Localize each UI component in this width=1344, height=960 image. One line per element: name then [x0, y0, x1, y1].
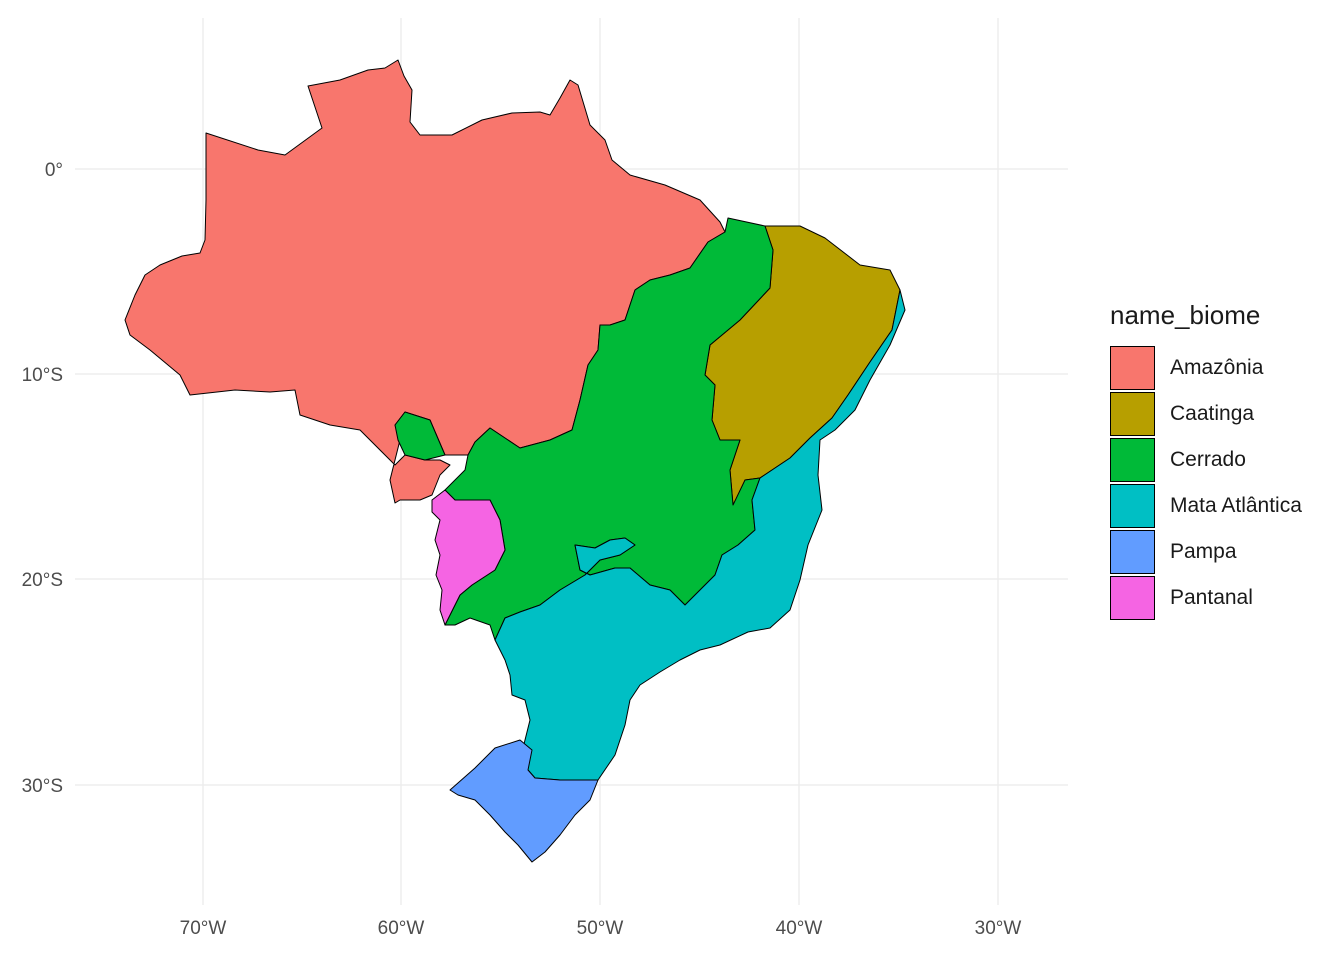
biome-mata-atlantica: [494, 289, 906, 781]
legend-label: Pampa: [1170, 540, 1237, 563]
legend-item-pantanal: Pantanal: [1110, 575, 1302, 621]
legend-label: Amazônia: [1170, 356, 1264, 379]
legend-item-amazonia: Amazônia: [1110, 345, 1302, 391]
legend: name_biome Amazônia Caatinga Cerrado Mat…: [1110, 300, 1302, 621]
legend-label: Cerrado: [1170, 448, 1246, 471]
x-tick-label: 40°W: [776, 918, 823, 939]
legend-swatch: [1110, 346, 1155, 390]
biome-pantanal: [431, 489, 506, 626]
x-tick-label: 30°W: [975, 918, 1022, 939]
legend-label: Caatinga: [1170, 402, 1255, 425]
y-axis: 0° 10°S 20°S 30°S: [22, 160, 63, 797]
legend-label: Mata Atlântica: [1170, 494, 1302, 517]
x-tick-label: 50°W: [577, 918, 624, 939]
legend-swatch: [1110, 530, 1155, 574]
legend-item-cerrado: Cerrado: [1110, 437, 1302, 483]
legend-title: name_biome: [1110, 300, 1261, 330]
y-tick-label: 10°S: [22, 365, 63, 386]
x-tick-label: 60°W: [378, 918, 425, 939]
x-axis: 70°W 60°W 50°W 40°W 30°W: [180, 918, 1022, 939]
legend-swatch: [1110, 392, 1155, 436]
y-tick-label: 30°S: [22, 776, 63, 797]
biomes: [124, 59, 906, 863]
legend-item-caatinga: Caatinga: [1110, 391, 1302, 437]
y-tick-label: 20°S: [22, 570, 63, 591]
legend-item-mata-atlantica: Mata Atlântica: [1110, 483, 1302, 529]
x-tick-label: 70°W: [180, 918, 227, 939]
legend-item-pampa: Pampa: [1110, 529, 1302, 575]
biome-pampa: [449, 739, 599, 863]
y-tick-label: 0°: [45, 160, 63, 181]
legend-swatch: [1110, 484, 1155, 528]
legend-swatch: [1110, 438, 1155, 482]
legend-swatch: [1110, 576, 1155, 620]
legend-label: Pantanal: [1170, 586, 1253, 609]
